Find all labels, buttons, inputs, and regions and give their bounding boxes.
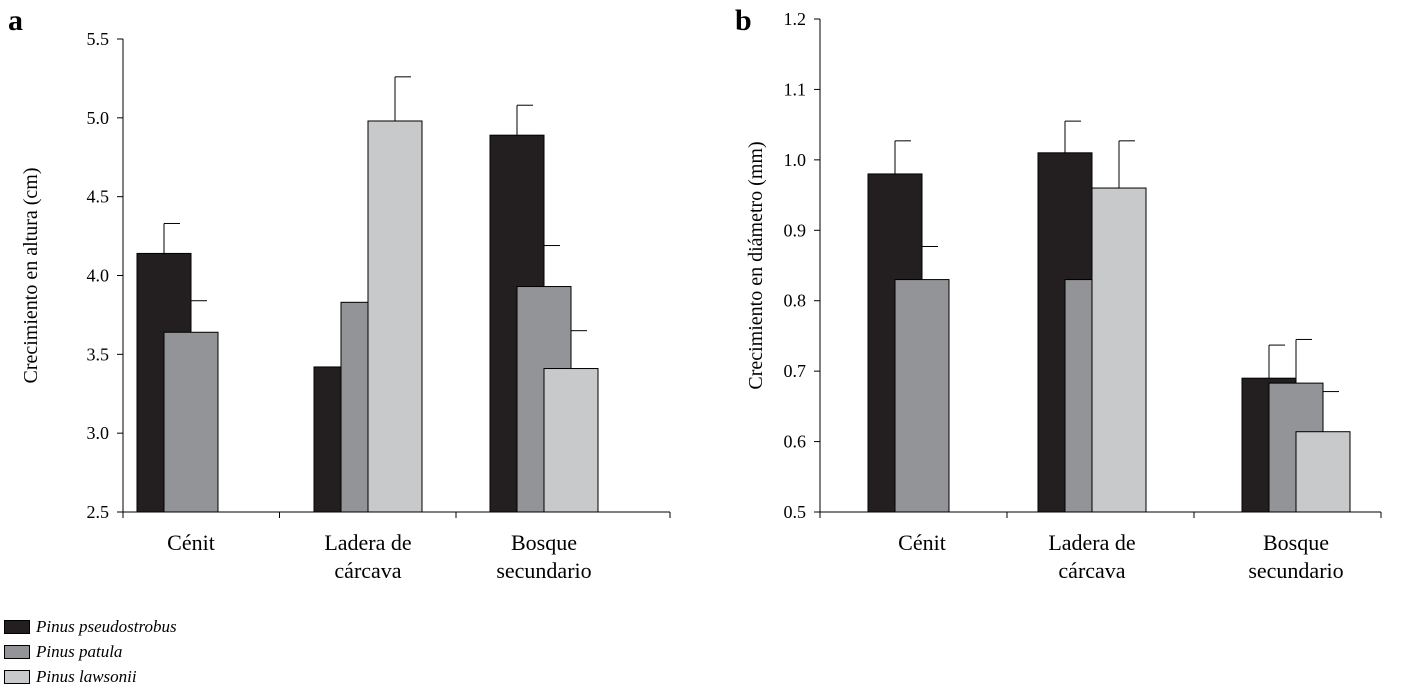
chart-panel-a: a 2.5 3.0 3.5 4.0 4.5 5.0 5.5 Crecimiento en alt… [8, 4, 671, 583]
y-tick-label: 0.9 [784, 220, 807, 240]
y-tick-label: 0.5 [784, 502, 807, 522]
legend-swatch-pinus-patula [4, 644, 30, 659]
chart-panel-b: b 0.5 0.6 0.7 0.8 0.9 1.0 1.1 1.2 Crecimiento en … [735, 4, 1382, 583]
panel-label: a [8, 4, 23, 37]
bar [1091, 187, 1147, 513]
bar [894, 279, 950, 513]
bar [163, 331, 219, 513]
legend-label: Pinus patula [36, 641, 123, 661]
x-tick-label: Ladera de [1048, 530, 1135, 555]
x-tick-label: secundario [1248, 558, 1343, 583]
legend: Pinus pseudostrobus Pinus patula Pinus l… [4, 614, 177, 689]
legend-swatch-pinus-pseudostrobus [4, 619, 30, 634]
y-axis-label: Crecimiento en diámetro (mm) [745, 141, 767, 389]
bar [543, 368, 599, 513]
y-tick-label: 1.1 [784, 79, 807, 99]
legend-label: Pinus lawsonii [36, 666, 137, 686]
y-tick-label: 5.5 [87, 29, 110, 49]
legend-item-pinus-lawsonii: Pinus lawsonii [4, 664, 177, 689]
x-tick-label: Ladera de [324, 530, 411, 555]
bar [1295, 431, 1351, 513]
y-tick-label: 3.0 [87, 423, 110, 443]
x-tick-label: Cénit [167, 530, 215, 555]
y-tick-label: 1.2 [784, 9, 807, 29]
legend-item-pinus-pseudostrobus: Pinus pseudostrobus [4, 614, 177, 639]
y-tick-label: 0.6 [784, 432, 807, 452]
y-tick-label: 3.5 [87, 344, 110, 364]
legend-item-pinus-patula: Pinus patula [4, 639, 177, 664]
y-tick-label: 5.0 [87, 108, 110, 128]
y-tick-label: 4.0 [87, 266, 110, 286]
x-tick-label: secundario [496, 558, 591, 583]
y-tick-label: 0.7 [784, 361, 807, 381]
x-tick-label: Bosque [511, 530, 577, 555]
x-tick-label: cárcava [1058, 558, 1125, 583]
y-tick-label: 1.0 [784, 150, 807, 170]
legend-swatch-pinus-lawsonii [4, 669, 30, 684]
y-tick-label: 4.5 [87, 187, 110, 207]
panel-label: b [735, 4, 752, 37]
x-tick-label: cárcava [334, 558, 401, 583]
legend-label: Pinus pseudostrobus [36, 616, 177, 636]
x-tick-label: Bosque [1263, 530, 1329, 555]
y-tick-label: 0.8 [784, 291, 807, 311]
y-axis-label: Crecimiento en altura (cm) [20, 167, 42, 383]
y-tick-label: 2.5 [87, 502, 110, 522]
bar [367, 120, 423, 513]
x-tick-label: Cénit [898, 530, 946, 555]
